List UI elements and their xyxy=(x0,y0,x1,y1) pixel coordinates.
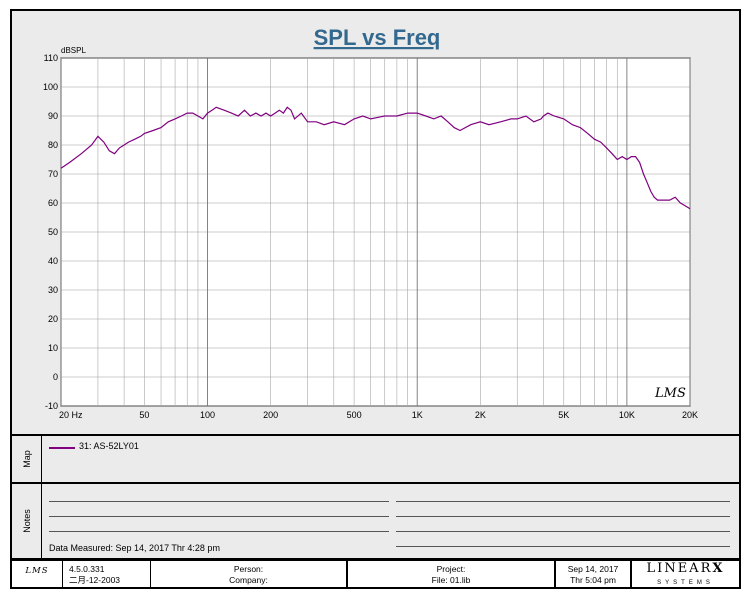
y-tick-label: 80 xyxy=(48,140,58,150)
x-tick-label: 50 xyxy=(139,410,149,420)
x-tick-label: 500 xyxy=(347,410,362,420)
x-tick-label: 20K xyxy=(682,410,698,420)
y-tick-label: 30 xyxy=(48,285,58,295)
y-tick-label: 110 xyxy=(44,53,58,63)
y-tick-label: 60 xyxy=(48,198,58,208)
chart-title: SPL vs Freq xyxy=(314,25,441,50)
notes-rule xyxy=(49,531,389,532)
project-label: Project: xyxy=(436,564,466,574)
data-measured-text: Data Measured: Sep 14, 2017 Thr 4:28 pm xyxy=(49,543,220,553)
legend-swatch xyxy=(49,447,75,449)
version-text: 4.5.0.331 xyxy=(69,564,105,574)
notes-side-label: Notes xyxy=(12,484,42,558)
spl-chart: SPL vs Freq dBSPL 1101009080706050403020… xyxy=(43,25,698,420)
x-tick-label: 10K xyxy=(619,410,635,420)
y-tick-label: -10 xyxy=(45,401,58,411)
y-tick-label: 50 xyxy=(48,227,58,237)
y-tick-label: 0 xyxy=(53,372,58,382)
footer-date: Sep 14, 2017 xyxy=(567,564,619,574)
x-tick-label: 100 xyxy=(200,410,215,420)
y-tick-label: 90 xyxy=(48,111,58,121)
x-tick-label: 2K xyxy=(475,410,486,420)
notes-rule xyxy=(396,531,730,532)
footer-version-cell: 4.5.0.331 二月-12-2003 xyxy=(63,561,151,587)
brand-x: X xyxy=(712,561,725,576)
x-tick-label: 1K xyxy=(412,410,423,420)
y-tick-label: 70 xyxy=(48,169,58,179)
legend-entry: 31: AS-52LY01 xyxy=(79,441,139,451)
person-label: Person: xyxy=(233,564,264,574)
map-panel: Map 31: AS-52LY01 xyxy=(10,434,741,484)
y-axis-unit-label: dBSPL xyxy=(61,46,86,55)
series-line-as-52ly01 xyxy=(60,106,691,210)
x-tick-label: 20 Hz xyxy=(59,410,83,420)
brand-logo: LINEARX xyxy=(632,561,739,576)
footer-project-cell: Project: File: 01.lib xyxy=(347,561,555,587)
footer-time: Thr 5:04 pm xyxy=(570,575,616,585)
footer-date-cell: Sep 14, 2017 Thr 5:04 pm xyxy=(555,561,631,587)
y-tick-label: 100 xyxy=(43,82,58,92)
footer-person-cell: Person: Company: xyxy=(151,561,347,587)
company-label: Company: xyxy=(229,575,268,585)
map-side-label: Map xyxy=(12,436,42,482)
x-tick-label: 5K xyxy=(558,410,569,420)
notes-rule xyxy=(396,546,730,547)
footer-bar: LMS 4.5.0.331 二月-12-2003 Person: Company… xyxy=(10,559,741,589)
y-tick-label: 20 xyxy=(48,314,58,324)
notes-rule xyxy=(49,501,389,502)
notes-rule xyxy=(49,516,389,517)
version-date: 二月-12-2003 xyxy=(69,575,121,585)
footer-logo-cell: LMS xyxy=(12,561,63,587)
x-tick-label: 200 xyxy=(263,410,278,420)
y-tick-label: 10 xyxy=(48,343,58,353)
footer-brand-cell: LINEARX SYSTEMS xyxy=(631,561,739,587)
notes-rule xyxy=(396,516,730,517)
notes-rule xyxy=(396,501,730,502)
lms-logo: LMS xyxy=(25,566,49,576)
file-label: File: 01.lib xyxy=(431,575,471,585)
brand-sub: SYSTEMS xyxy=(657,580,714,586)
brand-main: LINEAR xyxy=(646,561,713,576)
notes-panel: Notes Data Measured: Sep 14, 2017 Thr 4:… xyxy=(10,482,741,560)
y-tick-label: 40 xyxy=(48,256,58,266)
lms-watermark: LMS xyxy=(654,386,686,401)
